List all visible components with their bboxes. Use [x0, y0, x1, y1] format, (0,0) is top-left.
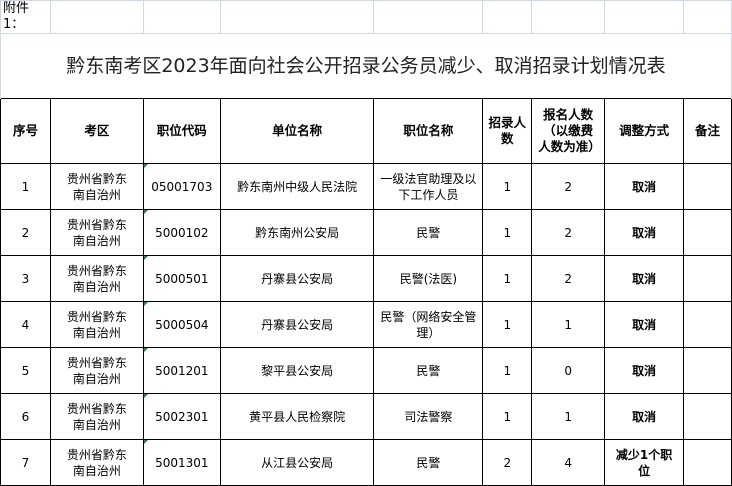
table-row: 1 贵州省黔东南自治州 05001703 黔东南州中级人民法院 一级法官助理及以下工作人… [0, 163, 732, 210]
quota-cell[interactable]: 1 [482, 255, 533, 302]
quota-cell[interactable]: 1 [482, 347, 533, 394]
exam-area-cell[interactable]: 贵州省黔东南自治州 [49, 163, 144, 210]
header-note[interactable]: 备注 [683, 98, 732, 164]
note-cell[interactable] [683, 439, 732, 486]
note-cell[interactable] [683, 209, 732, 256]
unit-name-cell[interactable]: 丹寨县公安局 [219, 301, 375, 348]
applicants-cell[interactable]: 4 [531, 439, 606, 486]
page-title[interactable]: 黔东南考区2023年面向社会公开招录公务员减少、取消招录计划情况表 [0, 33, 732, 99]
exam-area-cell[interactable]: 贵州省黔东南自治州 [49, 439, 144, 486]
cell[interactable] [683, 0, 732, 34]
exam-area-cell[interactable]: 贵州省黔东南自治州 [49, 301, 144, 348]
note-cell[interactable] [683, 347, 732, 394]
adjust-method-cell[interactable]: 取消 [604, 255, 685, 302]
row-number-cell[interactable]: 4 [0, 301, 51, 348]
unit-name-cell[interactable]: 从江县公安局 [219, 439, 375, 486]
exam-area-cell[interactable]: 贵州省黔东南自治州 [49, 393, 144, 440]
position-code-cell[interactable]: 5001201 [142, 347, 221, 394]
unit-name-cell[interactable]: 丹寨县公安局 [219, 255, 375, 302]
note-cell[interactable] [683, 393, 732, 440]
header-adjust[interactable]: 调整方式 [604, 98, 685, 164]
header-applicants[interactable]: 报名人数（以缴费人数为准） [531, 98, 606, 164]
unit-name-cell[interactable]: 黔东南州中级人民法院 [219, 163, 375, 210]
unit-name-cell[interactable]: 黄平县人民检察院 [219, 393, 375, 440]
header-quota[interactable]: 招录人数 [482, 98, 533, 164]
applicants-cell[interactable]: 2 [531, 255, 606, 302]
quota-cell[interactable]: 1 [482, 393, 533, 440]
position-code-cell[interactable]: 5000501 [142, 255, 221, 302]
unit-name-cell[interactable]: 黔东南州公安局 [219, 209, 375, 256]
note-cell[interactable] [683, 255, 732, 302]
position-name-cell[interactable]: 司法警察 [373, 393, 484, 440]
table-row: 6 贵州省黔东南自治州 5002301 黄平县人民检察院 司法警察 1 1 取消 [0, 393, 732, 440]
cell[interactable] [373, 0, 484, 34]
cell[interactable] [531, 0, 606, 34]
applicants-cell[interactable]: 2 [531, 209, 606, 256]
position-name-cell[interactable]: 民警 [373, 439, 484, 486]
cell[interactable] [482, 0, 533, 34]
cell[interactable] [604, 0, 685, 34]
cell[interactable] [49, 0, 144, 34]
header-unit[interactable]: 单位名称 [219, 98, 375, 164]
applicants-cell[interactable]: 1 [531, 393, 606, 440]
adjust-method-cell[interactable]: 取消 [604, 209, 685, 256]
position-code-cell[interactable]: 5000504 [142, 301, 221, 348]
applicants-cell[interactable]: 2 [531, 163, 606, 210]
position-code-cell[interactable]: 5000102 [142, 209, 221, 256]
position-code-cell[interactable]: 5001301 [142, 439, 221, 486]
table-row: 3 贵州省黔东南自治州 5000501 丹寨县公安局 民警(法医) 1 2 取消 [0, 255, 732, 302]
position-name-cell[interactable]: 民警(法医) [373, 255, 484, 302]
adjust-method-cell[interactable]: 取消 [604, 347, 685, 394]
row-number-cell[interactable]: 2 [0, 209, 51, 256]
quota-cell[interactable]: 1 [482, 209, 533, 256]
row-number-cell[interactable]: 1 [0, 163, 51, 210]
exam-area-cell[interactable]: 贵州省黔东南自治州 [49, 255, 144, 302]
unit-name-cell[interactable]: 黎平县公安局 [219, 347, 375, 394]
position-code-cell[interactable]: 05001703 [142, 163, 221, 210]
exam-area-cell[interactable]: 贵州省黔东南自治州 [49, 209, 144, 256]
applicants-cell[interactable]: 1 [531, 301, 606, 348]
position-name-cell[interactable]: 民警 [373, 209, 484, 256]
quota-cell[interactable]: 1 [482, 163, 533, 210]
cell[interactable] [142, 0, 221, 34]
table-row: 7 贵州省黔东南自治州 5001301 从江县公安局 民警 2 4 减少1个职位 [0, 439, 732, 486]
attachment-label[interactable]: 附件1： [0, 0, 51, 34]
table-row: 4 贵州省黔东南自治州 5000504 丹寨县公安局 民警（网络安全管理） 1 1 取消 [0, 301, 732, 348]
table-row: 5 贵州省黔东南自治州 5001201 黎平县公安局 民警 1 0 取消 [0, 347, 732, 394]
note-cell[interactable] [683, 301, 732, 348]
quota-cell[interactable]: 2 [482, 439, 533, 486]
row-number-cell[interactable]: 6 [0, 393, 51, 440]
row-number-cell[interactable]: 5 [0, 347, 51, 394]
table-header: 序号 考区 职位代码 单位名称 职位名称 招录人数 报名人数（以缴费人数为准） … [0, 98, 732, 164]
header-code[interactable]: 职位代码 [142, 98, 221, 164]
cell[interactable] [219, 0, 375, 34]
quota-cell[interactable]: 1 [482, 301, 533, 348]
adjust-method-cell[interactable]: 取消 [604, 301, 685, 348]
header-no[interactable]: 序号 [0, 98, 51, 164]
table-row: 2 贵州省黔东南自治州 5000102 黔东南州公安局 民警 1 2 取消 [0, 209, 732, 256]
row-number-cell[interactable]: 3 [0, 255, 51, 302]
header-area[interactable]: 考区 [49, 98, 144, 164]
position-name-cell[interactable]: 民警 [373, 347, 484, 394]
adjust-method-cell[interactable]: 减少1个职位 [604, 439, 685, 486]
exam-area-cell[interactable]: 贵州省黔东南自治州 [49, 347, 144, 394]
note-cell[interactable] [683, 163, 732, 210]
applicants-cell[interactable]: 0 [531, 347, 606, 394]
position-code-cell[interactable]: 5002301 [142, 393, 221, 440]
position-name-cell[interactable]: 一级法官助理及以下工作人员 [373, 163, 484, 210]
position-name-cell[interactable]: 民警（网络安全管理） [373, 301, 484, 348]
adjust-method-cell[interactable]: 取消 [604, 163, 685, 210]
row-number-cell[interactable]: 7 [0, 439, 51, 486]
header-position[interactable]: 职位名称 [373, 98, 484, 164]
adjust-method-cell[interactable]: 取消 [604, 393, 685, 440]
